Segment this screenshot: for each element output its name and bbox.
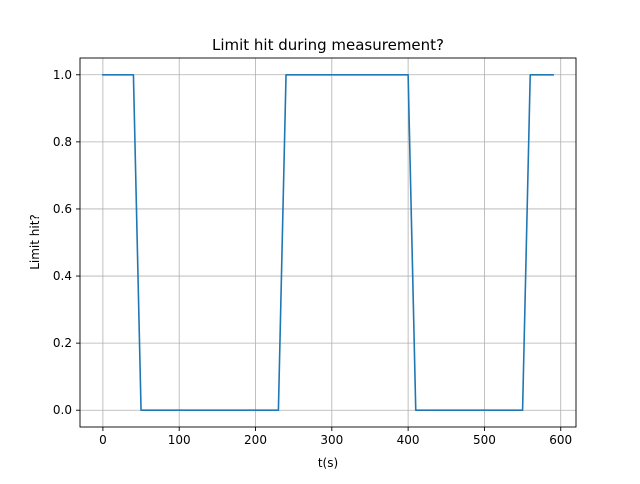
x-tick-label-6: 600 [549,433,572,447]
series-line-0 [102,73,554,412]
series-layer [102,73,554,412]
x-tick-label-1: 100 [168,433,191,447]
x-tick-label-0: 0 [99,433,107,447]
x-tick-label-4: 400 [397,433,420,447]
tick-marks [76,74,562,431]
y-tick-label-3: 0.6 [53,202,72,216]
y-axis-label: Limit hit? [28,214,42,270]
chart-title: Limit hit during measurement? [212,36,444,54]
x-tick-label-2: 200 [244,433,267,447]
y-tick-label-0: 0.0 [53,403,72,417]
y-tick-label-2: 0.4 [53,269,72,283]
x-axis-label: t(s) [318,456,338,470]
axes-frame [79,57,577,428]
y-tick-label-4: 0.8 [53,135,72,149]
tick-labels: 0 100 200 300 400 500 600 0.0 0.2 0.4 0.6 0.8 1.0 [53,68,572,447]
y-tick-label-5: 1.0 [53,68,72,82]
x-tick-label-5: 500 [473,433,496,447]
plot-frame [79,57,577,428]
x-tick-label-3: 300 [320,433,343,447]
y-tick-label-1: 0.2 [53,336,72,350]
